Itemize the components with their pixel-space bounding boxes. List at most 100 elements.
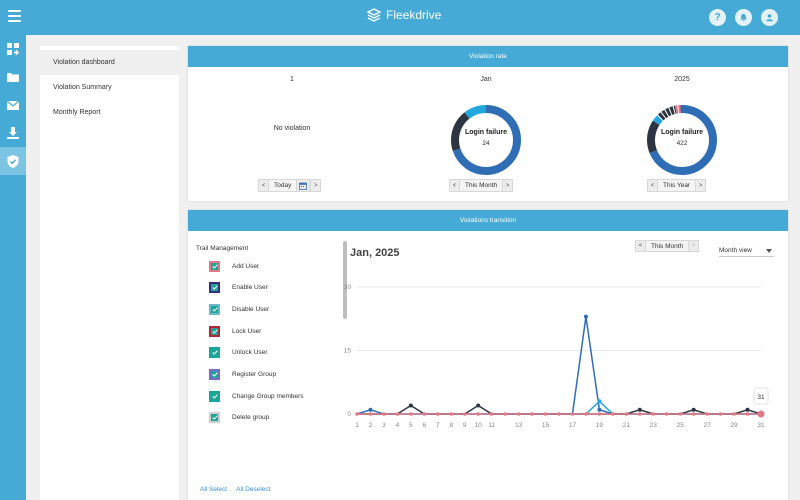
chart-prev-month-button[interactable]: < — [635, 240, 646, 252]
this-year-button[interactable]: This Year — [658, 179, 696, 192]
data-point — [597, 399, 602, 404]
data-point — [570, 412, 575, 416]
data-point — [395, 412, 400, 416]
y-tick-label: 0 — [347, 411, 351, 418]
data-point — [382, 412, 386, 416]
trail-item[interactable]: Delete group — [209, 412, 269, 424]
rate-column-today: 1 No violation < Today > — [192, 67, 392, 201]
bell-icon[interactable] — [735, 9, 752, 26]
calendar-icon[interactable] — [296, 179, 311, 192]
mail-icon[interactable] — [0, 91, 26, 119]
prev-day-button[interactable]: < — [258, 179, 269, 192]
data-point — [476, 403, 481, 408]
trail-checkbox[interactable] — [209, 282, 220, 294]
data-point — [583, 314, 588, 319]
checkmark-icon — [211, 350, 218, 356]
year-nav: < This Year > — [647, 179, 707, 192]
trail-checkbox[interactable] — [209, 325, 220, 337]
trail-item[interactable]: Disable User — [209, 303, 269, 315]
trail-item[interactable]: Unlock User — [209, 347, 267, 359]
data-point — [368, 412, 373, 416]
menu-item-violation-dashboard[interactable]: Violation dashboard — [40, 50, 179, 75]
chart-next-month-button[interactable]: > — [688, 240, 700, 252]
data-point — [705, 412, 709, 416]
data-point — [691, 412, 696, 416]
trail-item[interactable]: Add User — [209, 260, 259, 272]
top-bar: Fleekdrive ? — [0, 0, 800, 35]
data-point — [745, 407, 750, 412]
data-point — [530, 412, 534, 416]
series-line — [356, 316, 761, 415]
view-select[interactable]: Month view — [719, 245, 774, 257]
rate-column-title: Jan — [480, 76, 492, 83]
y-tick-label: 30 — [344, 284, 352, 291]
data-point — [718, 412, 723, 416]
donut-count: 422 — [676, 140, 688, 147]
inbox-download-icon[interactable] — [0, 119, 26, 147]
trail-checkbox[interactable] — [209, 369, 220, 380]
prev-year-button[interactable]: < — [647, 179, 658, 192]
dashboard-add-icon[interactable] — [0, 35, 26, 63]
data-point — [368, 407, 373, 412]
checkmark-icon — [211, 394, 218, 399]
trail-checkbox[interactable] — [209, 260, 220, 272]
data-point — [422, 412, 427, 416]
trail-item[interactable]: Change Group members — [209, 390, 304, 402]
trail-management-title: Trail Management — [196, 245, 249, 252]
checkmark-icon — [211, 263, 218, 269]
chart-this-month-button[interactable]: This Month — [646, 240, 689, 252]
trail-label: Register Group — [232, 371, 277, 378]
menu-item-violation-summary[interactable]: Violation Summary — [53, 84, 112, 91]
help-icon[interactable]: ? — [709, 9, 726, 26]
x-tick-label: 21 — [623, 422, 631, 429]
next-year-button[interactable]: > — [695, 179, 707, 192]
next-day-button[interactable]: > — [310, 179, 322, 192]
data-point — [624, 412, 629, 416]
x-tick-label: 19 — [596, 422, 604, 429]
trail-label: Lock User — [232, 327, 262, 335]
checkmark-icon — [211, 329, 218, 334]
data-point — [476, 412, 480, 416]
all-deselect-link[interactable]: All Deselect — [236, 486, 271, 493]
view-select-value: Month view — [719, 247, 752, 254]
data-point — [611, 412, 615, 416]
brand[interactable]: Fleekdrive — [366, 8, 441, 22]
x-tick-label: 11 — [488, 422, 495, 429]
data-point — [408, 403, 413, 408]
trail-checkbox[interactable] — [209, 347, 220, 359]
data-point — [516, 412, 521, 416]
tooltip-label: 31 — [757, 394, 765, 401]
rate-column-title: 2025 — [674, 76, 690, 83]
folder-icon[interactable] — [0, 63, 26, 91]
x-tick-label: 13 — [515, 422, 523, 429]
hamburger-icon[interactable] — [8, 10, 21, 24]
trail-item[interactable]: Enable User — [209, 282, 268, 294]
x-tick-label: 23 — [650, 422, 658, 429]
menu-item-monthly-report[interactable]: Monthly Report — [53, 109, 101, 116]
prev-month-button[interactable]: < — [449, 179, 460, 192]
user-icon[interactable] — [761, 9, 778, 26]
y-tick-label: 15 — [344, 348, 352, 355]
trail-scrollbar[interactable] — [343, 241, 347, 319]
x-tick-label: 10 — [475, 422, 483, 429]
x-tick-label: 1 — [355, 422, 359, 429]
x-tick-label: 4 — [396, 422, 400, 429]
today-button[interactable]: Today — [269, 179, 297, 192]
x-tick-label: 9 — [463, 422, 467, 429]
trail-item[interactable]: Register Group — [209, 369, 276, 381]
trail-item[interactable]: Lock User — [209, 325, 261, 337]
trail-label: Enable User — [232, 284, 268, 292]
this-month-button[interactable]: This Month — [460, 179, 503, 192]
trail-checkbox[interactable] — [209, 303, 220, 315]
data-point — [436, 412, 440, 416]
x-tick-label: 3 — [382, 422, 386, 429]
data-point — [651, 412, 656, 416]
next-month-button[interactable]: > — [502, 179, 514, 192]
trail-label: Unlock User — [232, 349, 268, 357]
trail-checkbox[interactable] — [209, 412, 220, 424]
month-nav: < This Month > — [449, 179, 514, 192]
all-select-link[interactable]: All Select — [200, 486, 228, 493]
shield-icon[interactable] — [0, 147, 26, 175]
trail-checkbox[interactable] — [209, 390, 220, 402]
